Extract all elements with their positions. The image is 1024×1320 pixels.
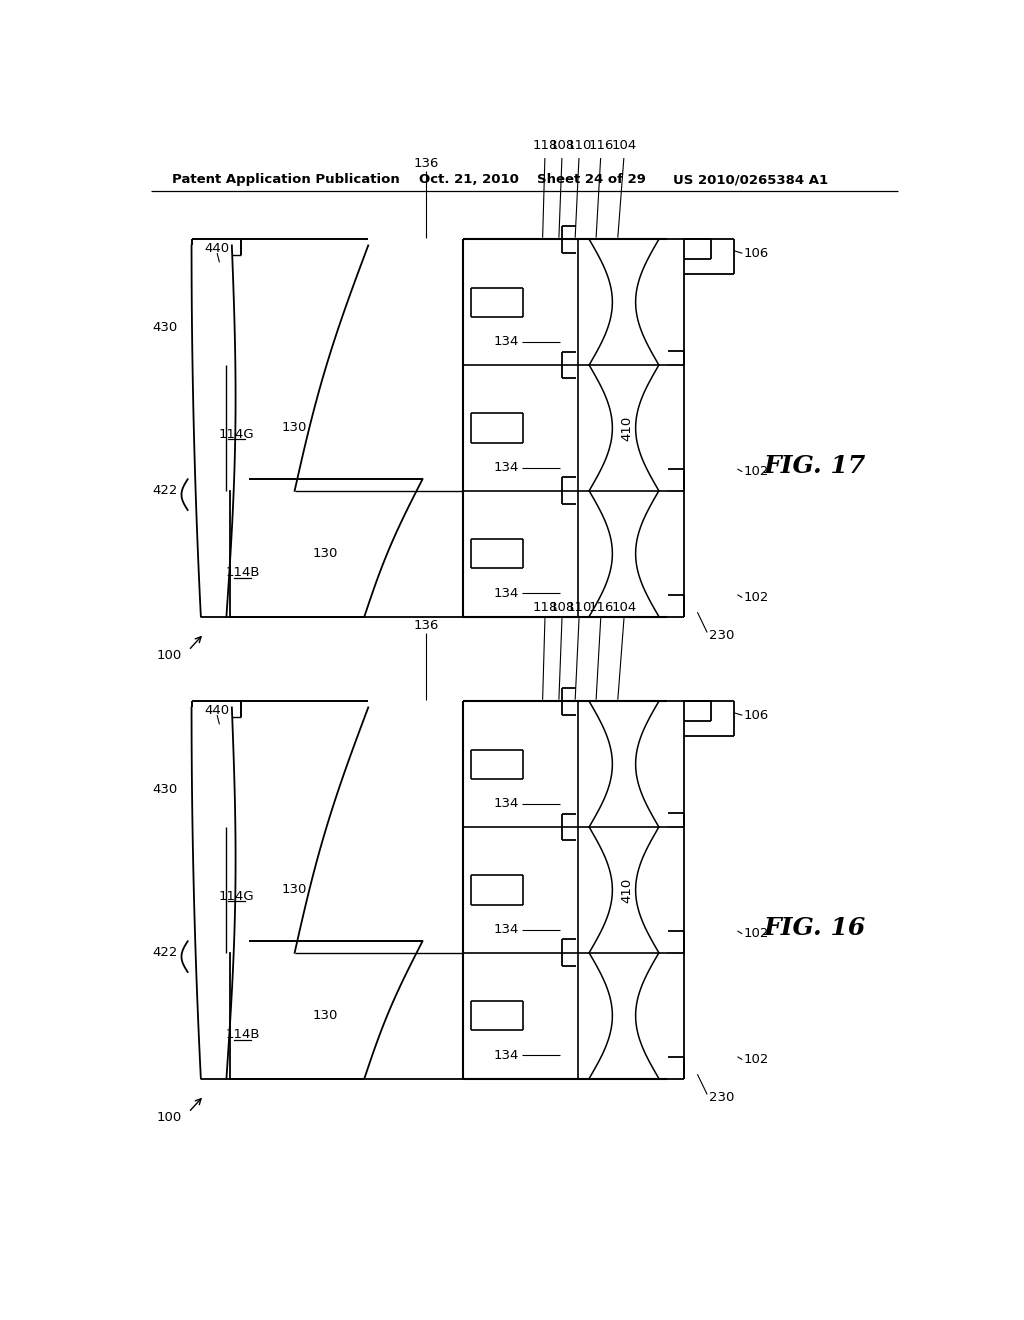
Text: 108: 108 [549,601,574,614]
Text: US 2010/0265384 A1: US 2010/0265384 A1 [673,173,828,186]
Text: 230: 230 [710,630,734,643]
Text: 110: 110 [566,601,592,614]
Text: 114B: 114B [225,1028,260,1041]
Text: 134: 134 [494,923,519,936]
Text: 410: 410 [621,878,633,903]
Text: 114B: 114B [225,566,260,579]
Text: 134: 134 [494,461,519,474]
Text: 410: 410 [621,416,633,441]
Text: 134: 134 [494,335,519,348]
Text: 104: 104 [611,139,637,152]
Text: 114G: 114G [219,428,254,441]
Text: 102: 102 [743,591,769,603]
Text: 422: 422 [153,484,177,498]
Text: 108: 108 [549,139,574,152]
Text: 118: 118 [532,601,558,614]
Text: 102: 102 [743,1053,769,1065]
Text: 116: 116 [588,139,613,152]
Text: 130: 130 [313,1010,338,1022]
Text: 114G: 114G [219,890,254,903]
Text: 110: 110 [566,139,592,152]
Text: 106: 106 [743,247,769,260]
Text: 440: 440 [205,704,229,717]
Text: 116: 116 [588,601,613,614]
Text: FIG. 17: FIG. 17 [764,454,865,478]
Text: 136: 136 [414,157,439,170]
Text: 102: 102 [743,927,769,940]
Text: 136: 136 [414,619,439,632]
Text: 130: 130 [282,883,307,896]
Text: FIG. 16: FIG. 16 [764,916,865,940]
Text: Oct. 21, 2010: Oct. 21, 2010 [419,173,518,186]
Text: 100: 100 [157,1110,182,1123]
Text: Patent Application Publication: Patent Application Publication [172,173,400,186]
Text: 118: 118 [532,139,558,152]
Text: 130: 130 [282,421,307,434]
Text: 440: 440 [205,242,229,255]
Text: 106: 106 [743,709,769,722]
Text: 134: 134 [494,797,519,810]
Text: 104: 104 [611,601,637,614]
Text: 430: 430 [153,783,177,796]
Text: 134: 134 [494,1049,519,1063]
Text: Sheet 24 of 29: Sheet 24 of 29 [538,173,646,186]
Text: 102: 102 [743,465,769,478]
Text: 430: 430 [153,321,177,334]
Text: 134: 134 [494,587,519,601]
Text: 130: 130 [313,548,338,560]
Text: 230: 230 [710,1092,734,1105]
Text: 422: 422 [153,946,177,960]
Text: 100: 100 [157,648,182,661]
